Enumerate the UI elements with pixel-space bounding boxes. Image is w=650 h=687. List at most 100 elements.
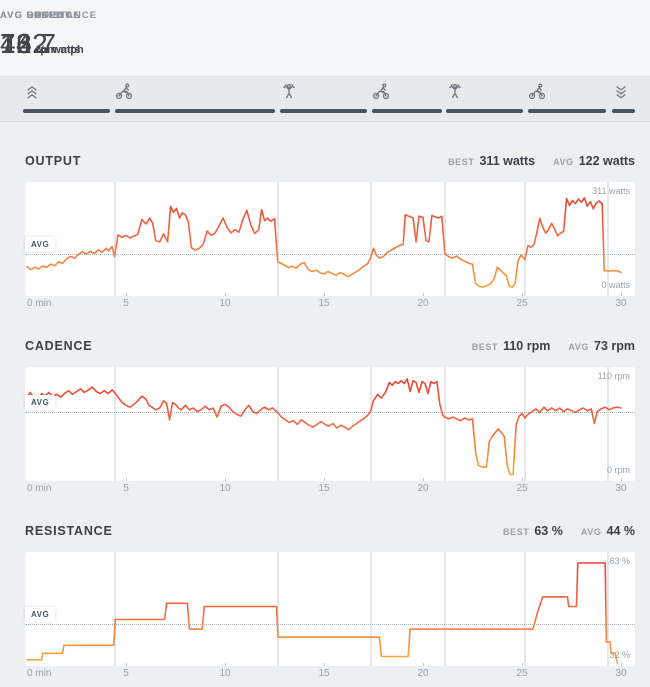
avg-label: AVG [568,342,589,352]
average-dotted-line [25,624,635,626]
metric-value: 73 [0,28,33,59]
segment-duration-bar [280,109,367,113]
x-axis-label: 20 [417,483,429,494]
metric-value: 122 [0,28,49,59]
segment-duration-bar [528,109,606,113]
chart-title: RESISTANCE [25,524,113,538]
segment-0[interactable] [23,77,110,121]
x-axis-tick [324,478,325,481]
x-axis-label: 30 [615,668,627,679]
x-axis-label: 30 [615,483,627,494]
x-axis-label: 10 [219,668,231,679]
segment-boundary-gridline [369,367,372,481]
segment-boundary-gridline [443,182,446,296]
y-max-label: 311 watts [592,186,630,196]
chevrons-down-icon [612,82,630,100]
x-axis-label: 15 [318,298,330,309]
x-axis-label: 25 [516,668,528,679]
x-axis-label: 5 [123,483,129,494]
output-chart-plot[interactable]: AVG 311 watts 0 watts [25,182,635,296]
segment-boundary-gridline [443,367,446,481]
cyclist-icon [115,82,133,100]
x-axis-label: 0 min [27,668,52,679]
x-axis-label: 15 [318,668,330,679]
segment-duration-bar [612,109,635,113]
best-value: 63 % [534,524,563,538]
segment-1[interactable] [115,77,275,121]
cyclist-icon [372,82,390,100]
segment-2[interactable] [280,77,367,121]
best-label: BEST [502,527,530,537]
metric-avg-output: AVG OUTPUT 122 watts [0,10,80,60]
x-axis-tick [621,478,622,481]
metric-unit: rpm [36,44,57,56]
metric-unit: % [36,44,46,56]
avg-chip: AVG [25,394,56,410]
segment-boundary-gridline [276,367,279,481]
segment-3[interactable] [372,77,442,121]
avg-value: 122 watts [578,154,635,168]
cadence-line-chart [26,378,622,476]
segment-5[interactable] [528,77,606,121]
metric-value: 44 [0,28,33,59]
resistance-chart-plot[interactable]: AVG 63 % 32 % [25,552,635,666]
x-axis-label: 20 [417,668,429,679]
metric-avg-cadence: AVG CADENCE 73 rpm [0,10,81,60]
x-axis-tick [522,663,523,666]
x-axis-label: 15 [318,483,330,494]
segment-boundary-gridline [524,367,526,481]
best-label: BEST [448,157,475,167]
average-dotted-line [25,411,635,413]
average-dotted-line [25,253,635,255]
avg-label: AVG [580,527,602,537]
segment-duration-bar [23,109,110,113]
chart-title: OUTPUT [25,154,82,168]
cadence-chart-x-axis: 0 min 5 10 15 20 25 30 [25,483,635,497]
best-label: BEST [471,342,499,352]
segments-timeline [0,76,650,122]
metric-unit: mph [60,44,84,56]
x-axis-label: 10 [219,483,231,494]
metric-avg-speed: AVG SPEED 16.7 mph [0,10,84,60]
x-axis-tick [225,293,226,296]
summary-metrics-bar: AVG OUTPUT 122 watts AVG CADENCE 73 rpm … [0,0,650,76]
x-axis-label: 30 [615,298,627,309]
metric-label: AVG OUTPUT [0,10,72,21]
avg-value: 73 rpm [594,339,635,353]
x-axis-label: 25 [516,298,528,309]
x-axis-label: 0 min [27,298,52,309]
x-axis-label: 20 [417,298,429,309]
y-min-label: 32 % [609,650,630,660]
metric-label: AVG CADENCE [0,10,81,21]
cadence-chart-plot[interactable]: AVG 110 rpm 0 rpm [25,367,635,481]
segment-boundary-gridline [524,182,526,296]
x-axis-tick [423,478,424,481]
x-axis-tick [126,293,127,296]
chart-title: CADENCE [25,339,93,353]
x-axis-tick [621,293,622,296]
weights-icon [280,82,298,100]
y-max-label: 63 % [609,556,630,566]
avg-value: 44 % [606,524,636,538]
x-axis-tick [324,293,325,296]
x-axis-tick [423,663,424,666]
output-chart-section: OUTPUT BEST 311 watts AVG 122 watts AVG 3… [0,140,650,322]
segment-boundary-gridline [113,552,116,666]
output-line-chart [26,197,622,288]
segment-6[interactable] [612,77,635,121]
cadence-chart-section: CADENCE BEST 110 rpm AVG 73 rpm AVG 110 r… [0,325,650,507]
x-axis-tick [225,478,226,481]
x-axis-label: 5 [123,298,129,309]
y-max-label: 110 rpm [597,371,630,381]
segment-4[interactable] [446,77,523,121]
segment-boundary-gridline [524,552,526,666]
best-value: 311 watts [479,154,536,168]
chevrons-up-icon [23,82,41,100]
metric-avg-resistance: AVG RESISTANCE 44 % [0,10,97,60]
segment-boundary-gridline [369,182,372,296]
segment-boundary-gridline [606,182,609,296]
segment-boundary-gridline [276,552,279,666]
segment-boundary-gridline [276,182,279,296]
segment-boundary-gridline [113,367,116,481]
x-axis-tick [522,293,523,296]
